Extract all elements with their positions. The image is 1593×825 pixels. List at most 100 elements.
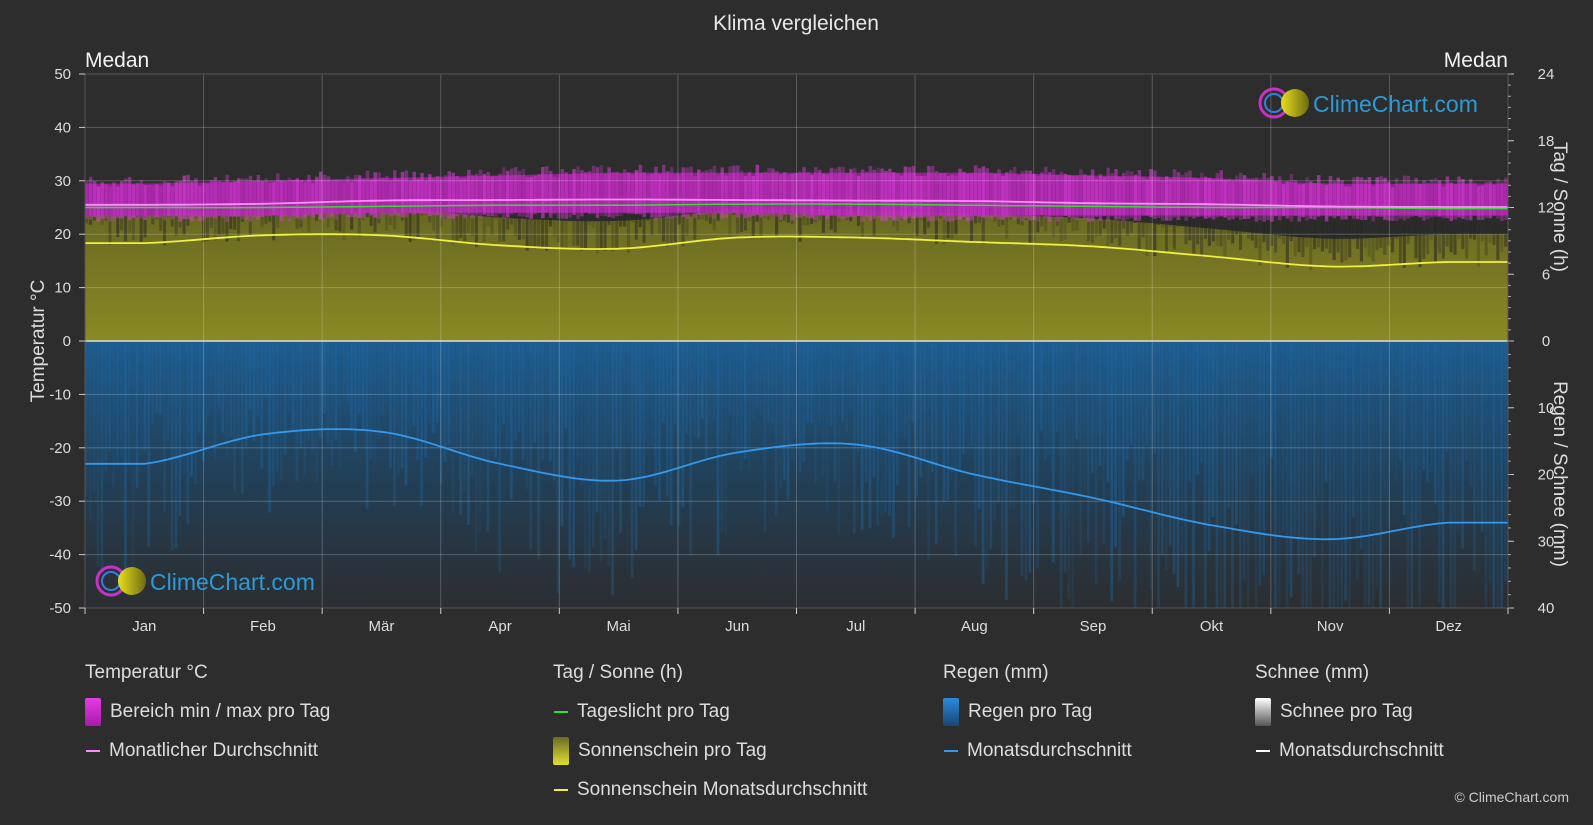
rain-day-bar	[1145, 341, 1149, 447]
sunshine-day-bar	[821, 204, 825, 233]
temp-day-bar	[743, 176, 748, 219]
temp-day-bar	[1504, 177, 1508, 221]
x-tick-label: Jan	[132, 618, 156, 635]
sunshine-day-bar	[564, 204, 568, 250]
temp-day-bar	[841, 166, 845, 219]
rain-day-bar	[704, 341, 708, 459]
temp-day-bar	[490, 176, 494, 217]
temp-day-bar	[1262, 172, 1266, 222]
temp-day-bar	[131, 184, 136, 219]
y-right-top-tick-label: 6	[1542, 266, 1550, 283]
rain-day-bar	[732, 341, 735, 448]
rain-day-bar	[186, 341, 190, 525]
rain-day-bar	[428, 341, 431, 419]
temp-day-bar	[572, 169, 576, 216]
sunshine-day-bar	[1363, 204, 1367, 248]
temp-day-bar	[1410, 182, 1415, 217]
rain-day-bar	[201, 341, 205, 463]
rain-day-bar	[880, 341, 884, 516]
rain-day-bar	[1207, 341, 1211, 552]
temp-day-bar	[330, 181, 335, 218]
sunshine-day-bar	[1051, 204, 1055, 238]
sunshine-day-bar	[1188, 204, 1192, 241]
sunshine-day-bar	[1110, 204, 1114, 244]
rain-day-bar	[447, 341, 451, 445]
rain-day-bar	[934, 341, 938, 544]
rain-day-bar	[1176, 341, 1180, 588]
sunshine-day-bar	[373, 204, 377, 233]
sunshine-day-bar	[213, 204, 217, 241]
temp-day-bar	[927, 165, 931, 222]
rain-day-bar	[182, 341, 186, 476]
legend-item-snow: Schnee pro Tag	[1255, 692, 1444, 731]
temp-day-bar	[346, 175, 350, 218]
rain-day-bar	[599, 341, 603, 562]
legend-temperature: Temperatur °C Bereich min / max pro Tag …	[85, 662, 330, 770]
temp-day-bar	[1437, 180, 1442, 217]
sunshine-day-bar	[1504, 204, 1508, 247]
swatch-snow-avg	[1256, 749, 1270, 752]
rain-day-bar	[1262, 341, 1266, 576]
rain-day-bar	[911, 341, 915, 422]
rain-day-bar	[490, 341, 494, 452]
rain-day-bar	[739, 341, 743, 471]
temp-day-bar	[782, 172, 787, 215]
rain-day-bar	[1238, 341, 1242, 608]
rain-day-bar	[1235, 341, 1238, 525]
rain-day-bar	[326, 341, 330, 446]
rain-day-bar	[1340, 341, 1344, 608]
temp-day-bar	[291, 179, 296, 216]
rain-day-bar	[615, 341, 618, 450]
temp-day-bar	[810, 174, 814, 219]
temp-day-bar	[962, 171, 966, 218]
rain-day-bar	[794, 341, 798, 439]
sunshine-day-bar	[1383, 204, 1387, 255]
sunshine-day-bar	[525, 204, 529, 251]
sunshine-day-bar	[560, 204, 564, 249]
temp-day-bar	[829, 167, 834, 216]
sunshine-day-bar	[673, 204, 677, 243]
rain-day-bar	[264, 341, 268, 398]
sunshine-day-bar	[451, 204, 455, 245]
temp-day-bar	[704, 170, 709, 215]
x-tick-label: Okt	[1200, 618, 1224, 635]
rain-day-bar	[194, 341, 197, 484]
temp-day-bar	[1258, 178, 1262, 221]
sunshine-day-bar	[1375, 204, 1379, 251]
rain-day-bar	[642, 341, 646, 507]
rain-day-bar	[903, 341, 907, 439]
temp-day-bar	[268, 183, 272, 216]
temp-day-bar	[264, 178, 268, 217]
rain-day-bar	[767, 341, 770, 422]
rain-day-bar	[938, 341, 942, 452]
rain-day-bar	[1114, 341, 1117, 548]
temp-day-bar	[1090, 169, 1095, 222]
sunshine-day-bar	[1141, 204, 1145, 238]
y-right-bottom-tick-label: 10	[1538, 400, 1555, 417]
sunshine-day-bar	[209, 204, 213, 228]
sunshine-day-bar	[1036, 204, 1040, 233]
rain-day-bar	[1250, 341, 1254, 478]
temp-day-bar	[1387, 181, 1391, 221]
sunshine-day-bar	[123, 204, 128, 241]
sunshine-day-bar	[611, 204, 615, 252]
rain-day-bar	[174, 341, 178, 549]
temp-day-bar	[260, 180, 264, 218]
sunshine-day-bar	[626, 204, 631, 253]
sunshine-day-bar	[572, 204, 576, 246]
watermark-bottom: ClimeChart.com	[95, 565, 315, 597]
temp-day-bar	[295, 178, 300, 219]
rain-day-bar	[190, 341, 193, 477]
temp-day-bar	[1223, 179, 1227, 218]
rain-day-bar	[1367, 341, 1371, 607]
sunshine-day-bar	[108, 204, 112, 245]
watermark-text-top: ClimeChart.com	[1313, 91, 1478, 117]
sunshine-day-bar	[1149, 204, 1153, 250]
temp-day-bar	[623, 169, 627, 214]
temp-day-bar	[884, 170, 888, 221]
temp-day-bar	[85, 181, 89, 220]
sunshine-day-bar	[217, 204, 221, 235]
temp-day-bar	[1359, 177, 1364, 220]
rain-day-bar	[213, 341, 217, 460]
rain-day-bar	[1203, 341, 1207, 608]
